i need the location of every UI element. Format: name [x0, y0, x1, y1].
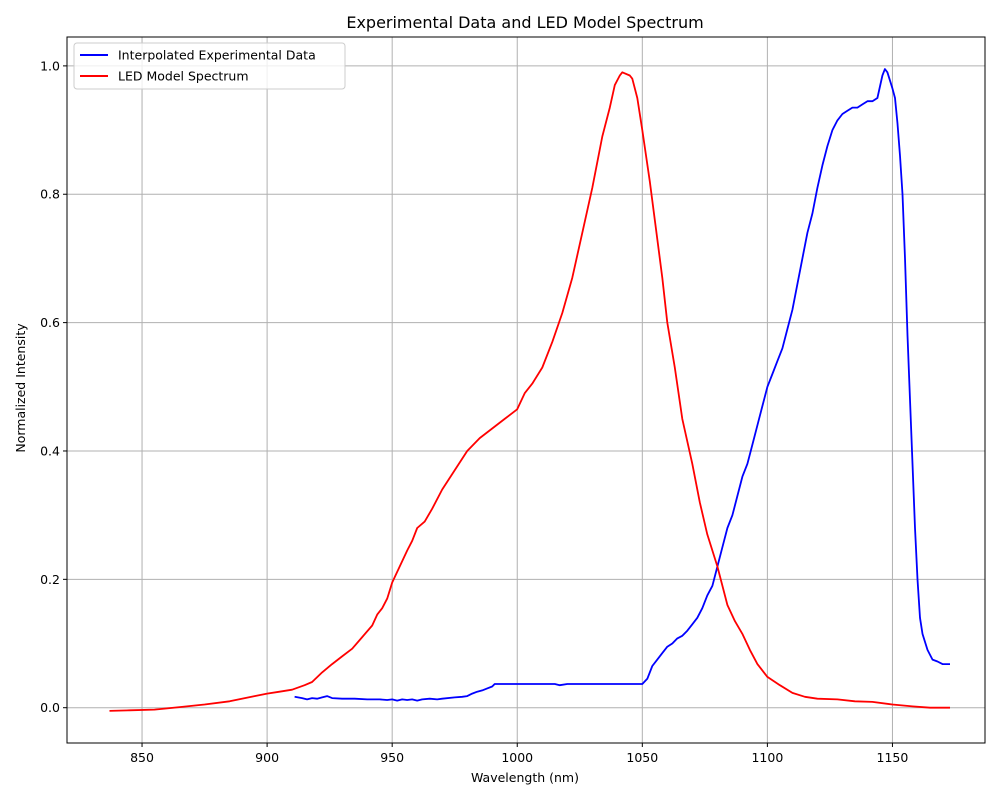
y-tick-label: 0.8 — [40, 187, 60, 202]
x-tick-label: 1100 — [751, 750, 783, 765]
y-axis-label: Normalized Intensity — [13, 323, 28, 453]
x-tick-label: 1150 — [877, 750, 909, 765]
x-tick-label: 1000 — [501, 750, 533, 765]
y-tick-label: 0.6 — [40, 315, 60, 330]
y-tick-label: 0.0 — [40, 700, 60, 715]
series-line-1 — [109, 71, 950, 712]
y-tick-label: 0.4 — [40, 443, 60, 458]
legend-label: LED Model Spectrum — [118, 69, 249, 84]
x-axis-ticks: 850 900 950 1000 1050 1100 1150 — [130, 743, 908, 765]
legend-box — [73, 42, 346, 90]
y-axis-ticks: 0.0 0.2 0.4 0.6 0.8 1.0 — [40, 58, 67, 715]
x-tick-label: 950 — [380, 750, 404, 765]
chart-title: Experimental Data and LED Model Spectrum — [346, 13, 703, 32]
plot-frame — [66, 36, 986, 744]
plot-area — [109, 68, 950, 712]
x-tick-label: 1050 — [626, 750, 658, 765]
x-tick-label: 900 — [255, 750, 279, 765]
legend-label: Interpolated Experimental Data — [118, 48, 316, 63]
y-tick-label: 0.2 — [40, 572, 60, 587]
x-tick-label: 850 — [130, 750, 154, 765]
x-axis-label: Wavelength (nm) — [471, 770, 579, 785]
legend: Interpolated Experimental Data LED Model … — [73, 42, 346, 90]
series-line-0 — [294, 68, 950, 702]
y-tick-label: 1.0 — [40, 58, 60, 73]
